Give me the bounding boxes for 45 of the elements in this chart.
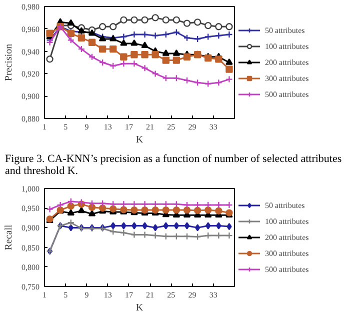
legend-label: 500 attributes [265,89,309,99]
y-tick-label: 0,920 [22,70,40,79]
x-axis-title: K [136,134,144,146]
x-tick-label: 1 [42,122,46,132]
y-tick-label: 0,960 [22,24,40,34]
x-tick-label: 17 [124,122,133,132]
legend-label: 50 attributes [265,200,305,210]
x-tick-label: 13 [104,122,112,132]
x-tick-label: 21 [146,122,154,132]
caption: Figure 3. CA-KNN’s precision as a function of number of selected attributes and threshold K. [5,153,343,177]
legend-label: 300 attributes [265,248,309,258]
y-tick-label: 1,000 [22,184,40,194]
x-tick-label: 1 [42,290,46,300]
x-tick-label: 13 [104,290,112,300]
y-axis-title: Recall [4,224,14,250]
x-tick-label: 21 [146,290,154,300]
y-tick-label: 0,800 [22,262,40,272]
x-tick-label: 25 [167,122,176,132]
x-tick-label: 29 [188,290,196,300]
legend-label: 50 attributes [265,25,305,35]
legend-label: 500 attributes [265,264,309,274]
x-axis-title: K [136,302,144,314]
legend-label: 300 attributes [265,73,309,83]
y-tick-label: 0,850 [22,243,40,252]
x-tick-label: 33 [209,122,218,132]
legend-label: 200 attributes [265,232,309,242]
x-tick-label: 5 [64,290,68,300]
legend-label: 200 attributes [265,57,309,67]
x-tick-label: 17 [124,290,133,300]
y-tick-label: 0,950 [22,204,40,214]
x-tick-label: 9 [84,290,89,300]
legend-label: 100 attributes [265,216,309,226]
y-tick-label: 0,940 [22,47,40,56]
y-tick-label: 0,880 [22,114,40,124]
legend-label: 100 attributes [265,41,309,51]
y-tick-label: 0,900 [22,224,40,233]
x-tick-label: 29 [188,122,196,132]
x-tick-label: 33 [209,290,218,300]
y-tick-label: 0,980 [22,2,40,12]
x-tick-label: 5 [64,122,68,132]
x-tick-label: 25 [167,290,176,300]
y-tick-label: 0,900 [22,92,40,102]
y-tick-label: 0,750 [22,282,40,292]
y-axis-title: Precision [4,44,14,82]
x-tick-label: 9 [84,122,89,132]
